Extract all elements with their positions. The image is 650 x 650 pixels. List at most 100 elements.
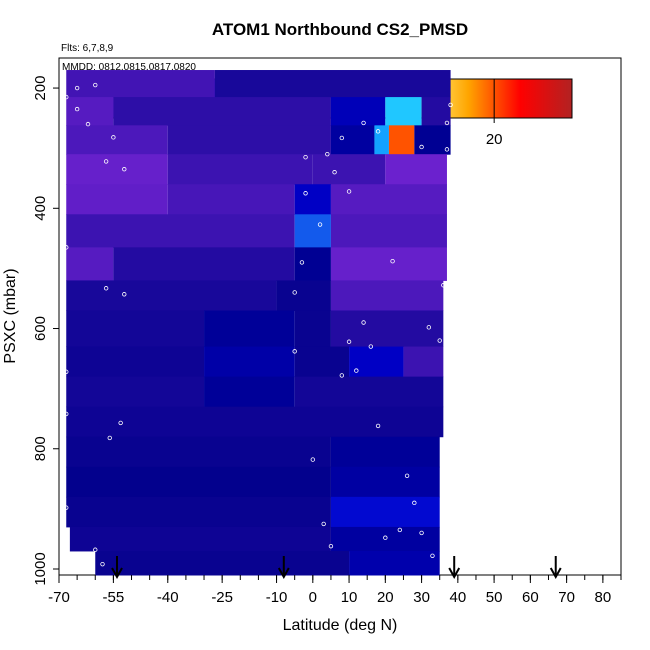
heatmap-cell [330, 97, 386, 126]
heatmap-cell [167, 154, 313, 185]
sample-point [437, 338, 442, 343]
sample-point [361, 120, 366, 126]
sample-point [122, 292, 127, 297]
sample-point [64, 245, 69, 250]
sample-points [64, 82, 453, 567]
sample-point [448, 102, 453, 108]
sample-point [292, 349, 297, 354]
heatmap-cell [66, 247, 114, 281]
heatmap-cell [167, 125, 331, 155]
heatmap-cell [66, 125, 168, 155]
heatmap-cell [167, 184, 295, 215]
sample-point [74, 85, 80, 91]
heatmap-cells [66, 70, 451, 576]
x-tick-label: 20 [377, 589, 394, 606]
sample-point [444, 120, 450, 126]
heatmap-cell [294, 184, 331, 215]
sample-point [111, 135, 116, 140]
heatmap-cell [294, 214, 331, 248]
profile-marker-arrowhead [448, 567, 461, 580]
heatmap-cell [66, 466, 331, 498]
heatmap-cell [374, 125, 389, 155]
x-tick-label: 50 [486, 589, 503, 606]
sample-point [444, 147, 450, 152]
heatmap-cell [294, 247, 331, 281]
sample-point [426, 325, 432, 330]
colorbar-tick-label: 20 [486, 131, 503, 148]
sample-point [375, 423, 381, 429]
heatmap-cell [214, 70, 451, 98]
sample-point [383, 535, 388, 540]
sample-point [346, 339, 352, 344]
x-tick-label: 0 [309, 589, 317, 606]
heatmap-cell [66, 310, 205, 348]
sample-point [375, 129, 381, 134]
sample-point [103, 286, 109, 291]
heatmap-cell [66, 214, 295, 248]
y-tick-label: 600 [32, 316, 49, 341]
x-tick-label: -40 [157, 589, 179, 606]
heatmap-cell [388, 125, 415, 155]
y-axis-label: PSXC (mbar) [2, 268, 19, 363]
sample-point [85, 121, 91, 127]
heatmap-cell [421, 97, 451, 126]
sample-point [339, 135, 345, 141]
sample-point [310, 457, 316, 462]
heatmap-cell [95, 550, 350, 576]
y-tick-label: 400 [32, 196, 49, 221]
heatmap-cell [330, 125, 375, 155]
sample-point [93, 82, 98, 88]
heatmap-cell [330, 496, 440, 528]
sample-point [397, 527, 403, 533]
heatmap-cell [66, 280, 277, 311]
heatmap-cell [204, 376, 295, 408]
sample-point [339, 373, 345, 378]
y-tick-label: 800 [32, 436, 49, 461]
heatmap-cell [330, 280, 444, 311]
sample-point [299, 260, 305, 265]
sample-point [404, 473, 410, 479]
heatmap-cell [66, 376, 205, 408]
profile-marker-arrowhead [111, 567, 123, 580]
x-axis-label: Latitude (deg N) [283, 617, 398, 634]
sample-point [419, 144, 424, 150]
sample-point [430, 553, 435, 558]
heatmap-cell [113, 97, 331, 126]
x-tick-label: -25 [211, 589, 233, 606]
sample-point [441, 283, 446, 288]
heatmap-cell [330, 466, 440, 498]
heatmap-cell [330, 247, 447, 281]
sample-point [368, 344, 374, 349]
sample-point [64, 411, 69, 417]
x-tick-label: 60 [522, 589, 539, 606]
heatmap-cell [66, 436, 331, 468]
sample-point [412, 500, 417, 506]
heatmap-cell [385, 154, 447, 185]
x-axis: -70 -55 -40 -25 -10 0 10 20 30 40 50 60 70 80 [48, 575, 622, 606]
sample-point [64, 94, 69, 100]
heatmap-cell [330, 184, 447, 215]
heatmap-cell [66, 496, 331, 528]
heatmap-cell [113, 247, 295, 281]
heatmap-cell [204, 346, 295, 378]
profile-marker-arrowhead [549, 567, 562, 580]
sample-point [100, 561, 105, 567]
heatmap-cell [69, 526, 331, 552]
x-tick-label: -55 [103, 589, 125, 606]
sample-point [292, 290, 297, 295]
sample-point [346, 189, 352, 194]
y-axis: 200 400 600 800 1000 [32, 76, 59, 586]
heatmap-cell [66, 97, 114, 126]
profile-markers [111, 556, 562, 580]
sample-point [64, 505, 69, 510]
x-tick-label: 70 [558, 589, 575, 606]
x-tick-label: -10 [266, 589, 288, 606]
heatmap-cell [403, 346, 444, 378]
sample-point [332, 170, 337, 175]
heatmap-cell [204, 310, 295, 348]
x-tick-label: 30 [413, 589, 430, 606]
flights-label: Flts: 6,7,8,9 [61, 43, 114, 54]
sample-point [390, 258, 395, 264]
x-tick-label: 10 [341, 589, 358, 606]
